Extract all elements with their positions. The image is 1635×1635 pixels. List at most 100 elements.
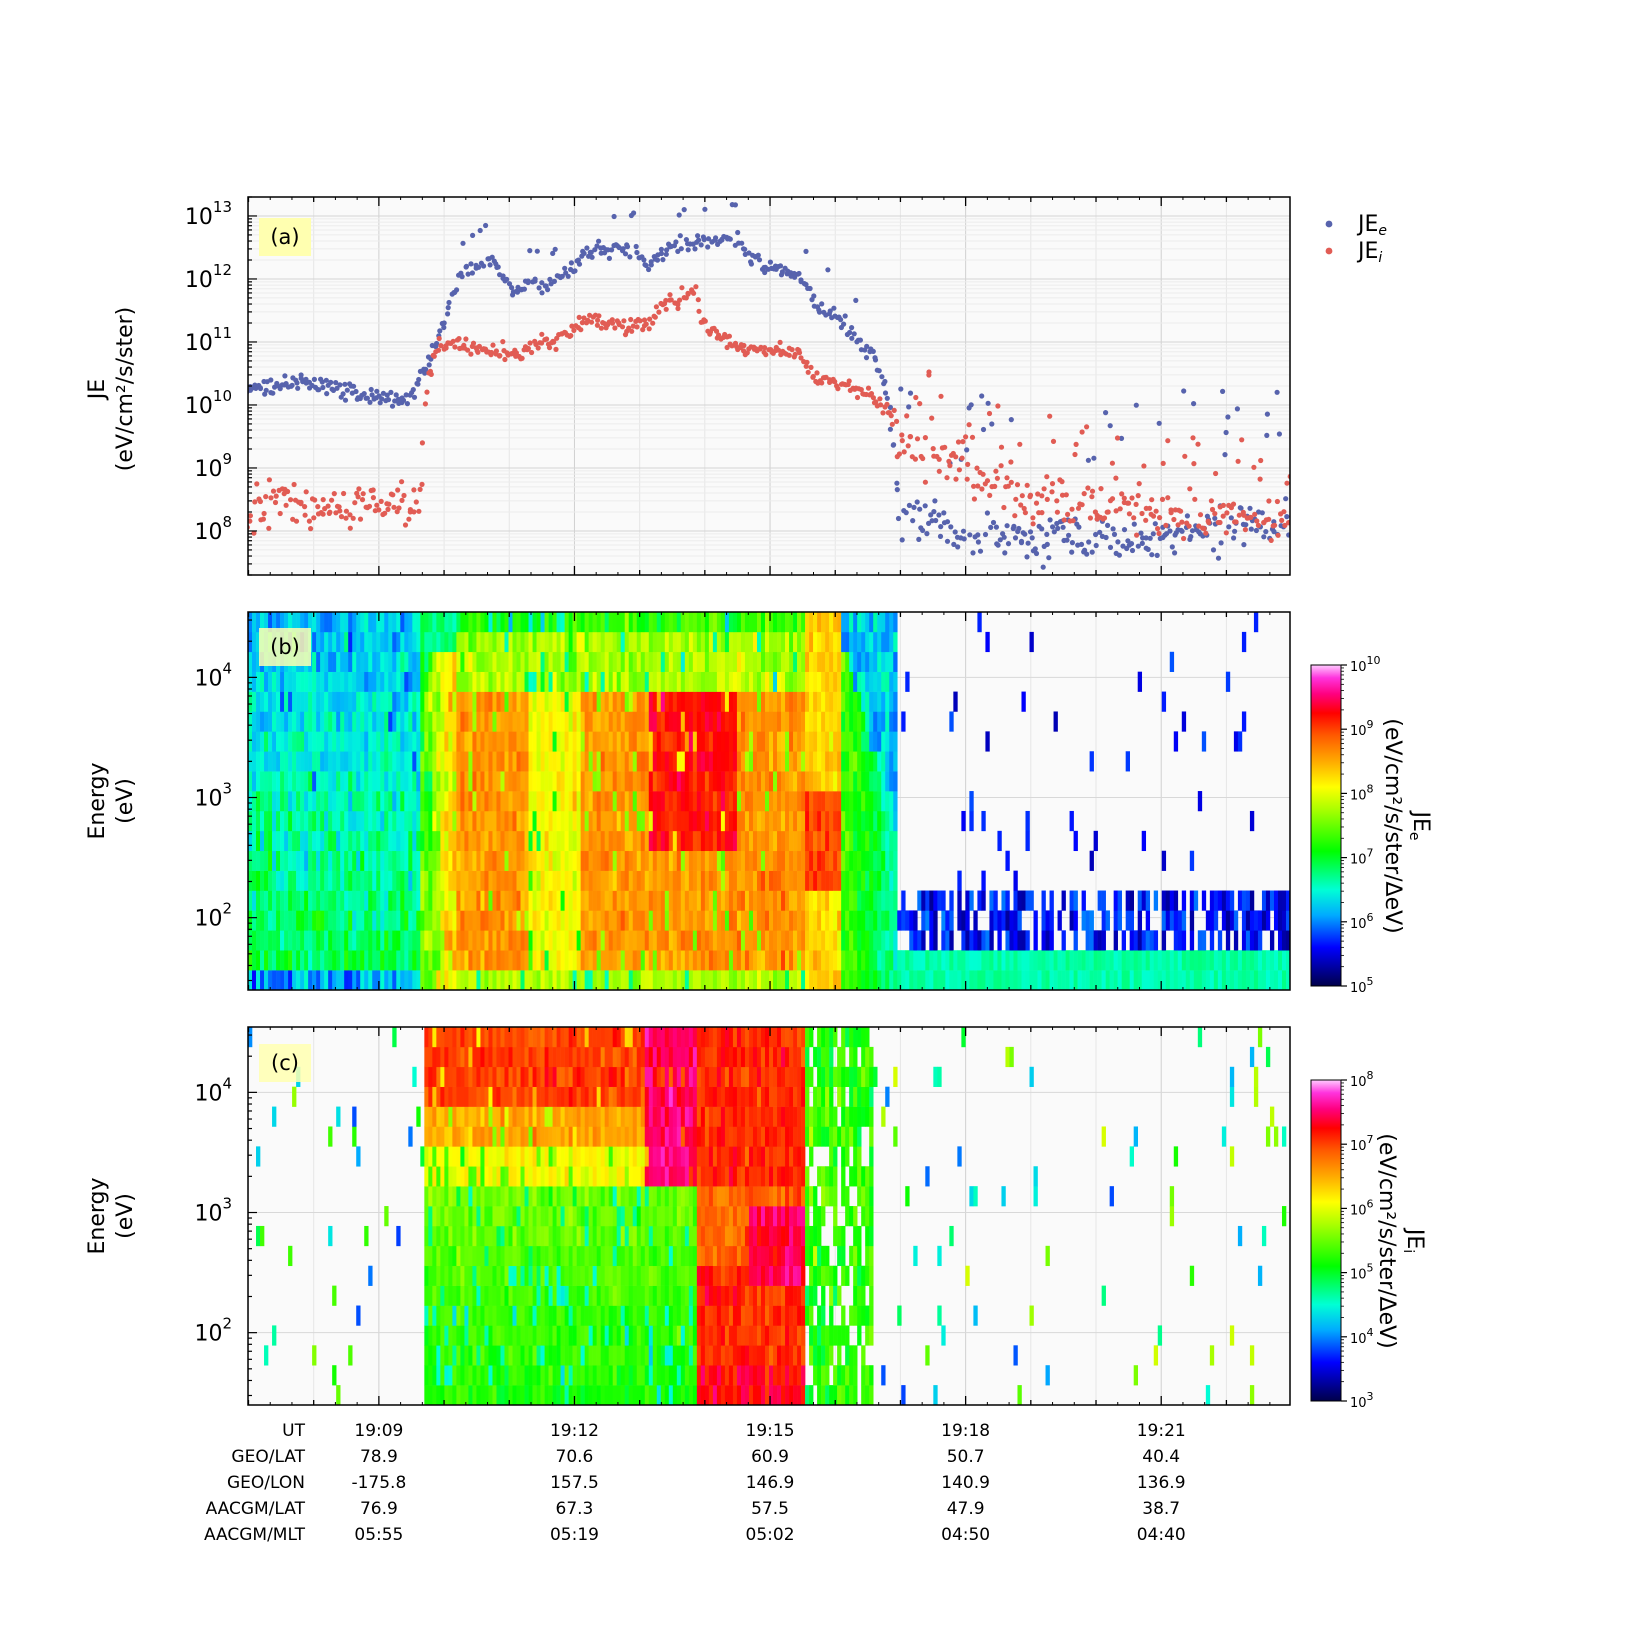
spectrogram-cell xyxy=(392,631,397,653)
spectrogram-cell xyxy=(668,850,674,871)
spectrogram-cell xyxy=(624,890,630,911)
spectrogram-cell xyxy=(560,870,565,891)
spectrogram-cell xyxy=(841,970,846,991)
spectrogram-cell xyxy=(1021,970,1026,991)
spectrogram-cell xyxy=(508,731,513,752)
spectrogram-cell xyxy=(480,711,485,732)
spectrogram-cell xyxy=(424,691,429,712)
spectrogram-cell xyxy=(460,950,465,971)
spectrogram-cell xyxy=(636,671,642,692)
spectrogram-cell xyxy=(448,751,453,772)
data-point-je-e xyxy=(705,244,711,250)
spectrogram-cell xyxy=(312,671,317,692)
spectrogram-cell xyxy=(881,950,886,971)
spectrogram-cell xyxy=(364,711,369,732)
spectrogram-cell xyxy=(284,830,289,852)
spectrogram-cell xyxy=(813,711,818,732)
spectrogram-cell xyxy=(785,850,790,871)
spectrogram-cell xyxy=(881,910,886,931)
data-point-je-e xyxy=(410,387,416,393)
spectrogram-cell xyxy=(680,890,686,911)
spectrogram-cell xyxy=(1149,970,1155,991)
spectrogram-cell xyxy=(905,671,910,692)
data-point-je-e xyxy=(545,287,551,293)
spectrogram-cell xyxy=(500,910,505,931)
spectrogram-cell xyxy=(316,771,321,792)
spectrogram-cell xyxy=(773,691,778,712)
spectrogram-cell xyxy=(692,731,698,752)
spectrogram-cell xyxy=(608,711,613,732)
spectrogram-cell xyxy=(284,890,289,911)
spectrogram-cell xyxy=(1073,910,1078,931)
spectrogram-cell xyxy=(600,771,605,792)
data-point-je-e xyxy=(441,324,447,331)
data-point-je-i xyxy=(465,347,471,353)
spectrogram-cell xyxy=(292,791,297,812)
spectrogram-cell xyxy=(280,910,285,931)
spectrogram-cell xyxy=(1233,950,1239,971)
spectrogram-cell xyxy=(276,970,281,991)
spectrogram-cell xyxy=(1121,970,1126,991)
spectrogram-cell xyxy=(877,930,882,951)
spectrogram-cell xyxy=(580,711,585,732)
spectrogram-cell xyxy=(476,830,481,852)
spectrogram-cell xyxy=(789,870,794,891)
spectrogram-cell xyxy=(1245,970,1251,991)
spectrogram-cell xyxy=(748,631,754,653)
spectrogram-cell xyxy=(436,711,441,732)
spectrogram-cell xyxy=(416,870,421,891)
spectrogram-cell xyxy=(773,910,778,931)
y-tick-exponent: 10 xyxy=(213,387,232,405)
spectrogram-cell xyxy=(392,930,397,951)
spectrogram-cell xyxy=(756,651,762,672)
spectrogram-cell xyxy=(680,671,686,692)
data-point-je-e xyxy=(979,393,985,399)
spectrogram-cell xyxy=(1173,970,1179,991)
spectrogram-cell xyxy=(672,731,678,752)
spectrogram-cell xyxy=(1037,950,1042,971)
spectrogram-cell xyxy=(1097,950,1102,971)
spectrogram-cell xyxy=(1025,930,1030,951)
spectrogram-cell xyxy=(1017,910,1022,931)
spectrogram-cell xyxy=(352,631,357,653)
spectrogram-cell xyxy=(680,771,686,792)
spectrogram-cell xyxy=(468,691,473,712)
spectrogram-cell xyxy=(264,711,269,732)
spectrogram-cell xyxy=(268,890,273,911)
spectrogram-cell xyxy=(644,691,650,712)
spectrogram-cell xyxy=(893,930,898,951)
data-point-je-i xyxy=(884,401,890,407)
data-point-je-i xyxy=(336,504,342,510)
spectrogram-cell xyxy=(348,751,353,772)
spectrogram-cell xyxy=(604,830,609,852)
spectrogram-cell xyxy=(492,870,497,891)
spectrogram-cell xyxy=(620,950,626,971)
spectrogram-cell xyxy=(777,950,782,971)
spectrogram-cell xyxy=(388,791,393,812)
spectrogram-cell xyxy=(789,970,794,991)
spectrogram-cell xyxy=(288,731,293,752)
data-point-je-i xyxy=(1156,530,1162,537)
spectrogram-cell xyxy=(849,751,854,772)
spectrogram-cell xyxy=(833,731,838,752)
spectrogram-cell xyxy=(748,810,754,832)
spectrogram-cell xyxy=(789,671,794,692)
spectrogram-cell xyxy=(797,810,802,832)
spectrogram-cell xyxy=(861,771,866,792)
data-point-je-e xyxy=(1286,532,1290,538)
spectrogram-cell xyxy=(841,711,846,732)
spectrogram-cell xyxy=(612,950,618,971)
spectrogram-cell xyxy=(364,970,369,991)
spectrogram-cell xyxy=(564,930,569,951)
spectrogram-cell xyxy=(396,791,401,812)
spectrogram-cell xyxy=(272,751,277,772)
spectrogram-cell xyxy=(596,930,601,951)
spectrogram-cell xyxy=(444,910,449,931)
spectrogram-cell xyxy=(496,890,501,911)
spectrogram-cell xyxy=(452,870,457,891)
spectrogram-cell xyxy=(288,810,293,832)
spectrogram-cell xyxy=(881,651,886,672)
spectrogram-cell xyxy=(380,850,385,871)
spectrogram-cell xyxy=(472,890,477,911)
